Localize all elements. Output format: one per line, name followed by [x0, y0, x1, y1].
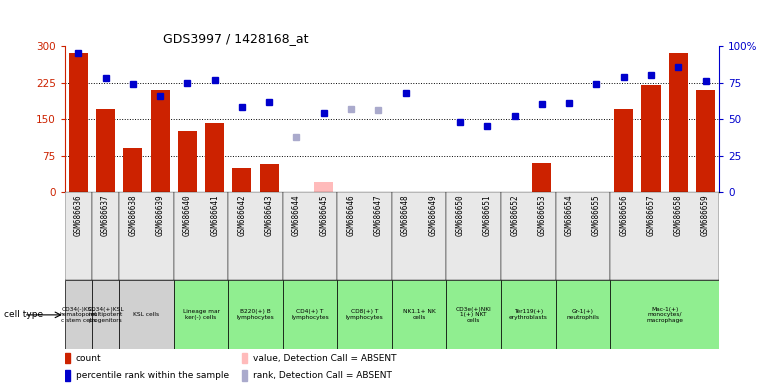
- Bar: [65, 370, 69, 381]
- Text: count: count: [75, 354, 101, 363]
- Text: GDS3997 / 1428168_at: GDS3997 / 1428168_at: [163, 32, 308, 45]
- Bar: [610, 192, 719, 280]
- Bar: [614, 109, 633, 192]
- Text: GSM686637: GSM686637: [101, 195, 110, 236]
- Text: GSM686640: GSM686640: [183, 195, 192, 236]
- Bar: [314, 182, 333, 192]
- Bar: [242, 353, 247, 363]
- Bar: [174, 280, 228, 349]
- Text: CD34(-)KSL
hematopoiet
c stem cells: CD34(-)KSL hematopoiet c stem cells: [59, 306, 97, 323]
- Bar: [92, 192, 119, 280]
- Text: Gr-1(+)
neutrophils: Gr-1(+) neutrophils: [566, 310, 600, 320]
- Bar: [337, 192, 392, 280]
- Bar: [228, 280, 283, 349]
- Bar: [178, 131, 197, 192]
- Bar: [65, 353, 69, 363]
- Bar: [610, 280, 719, 349]
- Bar: [65, 192, 92, 280]
- Text: Mac-1(+)
monocytes/
macrophage: Mac-1(+) monocytes/ macrophage: [646, 306, 683, 323]
- Text: GSM686638: GSM686638: [129, 195, 137, 236]
- Text: NK1.1+ NK
cells: NK1.1+ NK cells: [403, 310, 435, 320]
- Text: CD4(+) T
lymphocytes: CD4(+) T lymphocytes: [291, 310, 329, 320]
- Bar: [447, 192, 501, 280]
- Bar: [556, 192, 610, 280]
- Bar: [68, 53, 88, 192]
- Text: GSM686651: GSM686651: [483, 195, 492, 236]
- Text: GSM686644: GSM686644: [292, 195, 301, 236]
- Bar: [283, 280, 337, 349]
- Bar: [337, 280, 392, 349]
- Text: GSM686658: GSM686658: [673, 195, 683, 236]
- Bar: [533, 163, 552, 192]
- Text: GSM686641: GSM686641: [210, 195, 219, 236]
- Bar: [447, 280, 501, 349]
- Bar: [96, 109, 115, 192]
- Text: GSM686659: GSM686659: [701, 195, 710, 236]
- Bar: [669, 53, 688, 192]
- Text: GSM686656: GSM686656: [619, 195, 628, 236]
- Bar: [205, 123, 224, 192]
- Bar: [119, 280, 174, 349]
- Text: GSM686648: GSM686648: [401, 195, 410, 236]
- Text: KSL cells: KSL cells: [133, 312, 160, 318]
- Bar: [151, 90, 170, 192]
- Text: GSM686649: GSM686649: [428, 195, 438, 236]
- Text: percentile rank within the sample: percentile rank within the sample: [75, 371, 229, 380]
- Text: GSM686653: GSM686653: [537, 195, 546, 236]
- Text: GSM686646: GSM686646: [346, 195, 355, 236]
- Text: Lineage mar
ker(-) cells: Lineage mar ker(-) cells: [183, 310, 219, 320]
- Text: GSM686647: GSM686647: [374, 195, 383, 236]
- Bar: [556, 280, 610, 349]
- Bar: [260, 164, 279, 192]
- Text: GSM686643: GSM686643: [265, 195, 274, 236]
- Text: GSM686655: GSM686655: [592, 195, 601, 236]
- Bar: [642, 85, 661, 192]
- Text: cell type: cell type: [4, 310, 43, 319]
- Text: B220(+) B
lymphocytes: B220(+) B lymphocytes: [237, 310, 275, 320]
- Bar: [283, 192, 337, 280]
- Text: GSM686636: GSM686636: [74, 195, 83, 236]
- Text: Ter119(+)
erythroblasts: Ter119(+) erythroblasts: [509, 310, 548, 320]
- Bar: [501, 192, 556, 280]
- Text: GSM686652: GSM686652: [510, 195, 519, 236]
- Bar: [501, 280, 556, 349]
- Bar: [392, 192, 447, 280]
- Text: GSM686645: GSM686645: [320, 195, 328, 236]
- Bar: [232, 168, 251, 192]
- Bar: [65, 280, 92, 349]
- Bar: [696, 90, 715, 192]
- Text: value, Detection Call = ABSENT: value, Detection Call = ABSENT: [253, 354, 396, 363]
- Text: GSM686639: GSM686639: [156, 195, 164, 236]
- Bar: [119, 192, 174, 280]
- Bar: [92, 280, 119, 349]
- Bar: [123, 148, 142, 192]
- Bar: [392, 280, 447, 349]
- Text: GSM686642: GSM686642: [237, 195, 247, 236]
- Text: GSM686654: GSM686654: [565, 195, 574, 236]
- Bar: [242, 370, 247, 381]
- Text: CD34(+)KSL
multipotent
progenitors: CD34(+)KSL multipotent progenitors: [88, 306, 124, 323]
- Bar: [228, 192, 283, 280]
- Text: GSM686657: GSM686657: [647, 195, 655, 236]
- Text: GSM686650: GSM686650: [456, 195, 464, 236]
- Text: CD8(+) T
lymphocytes: CD8(+) T lymphocytes: [345, 310, 384, 320]
- Text: CD3e(+)NKl
1(+) NKT
cells: CD3e(+)NKl 1(+) NKT cells: [456, 306, 492, 323]
- Text: rank, Detection Call = ABSENT: rank, Detection Call = ABSENT: [253, 371, 392, 380]
- Bar: [174, 192, 228, 280]
